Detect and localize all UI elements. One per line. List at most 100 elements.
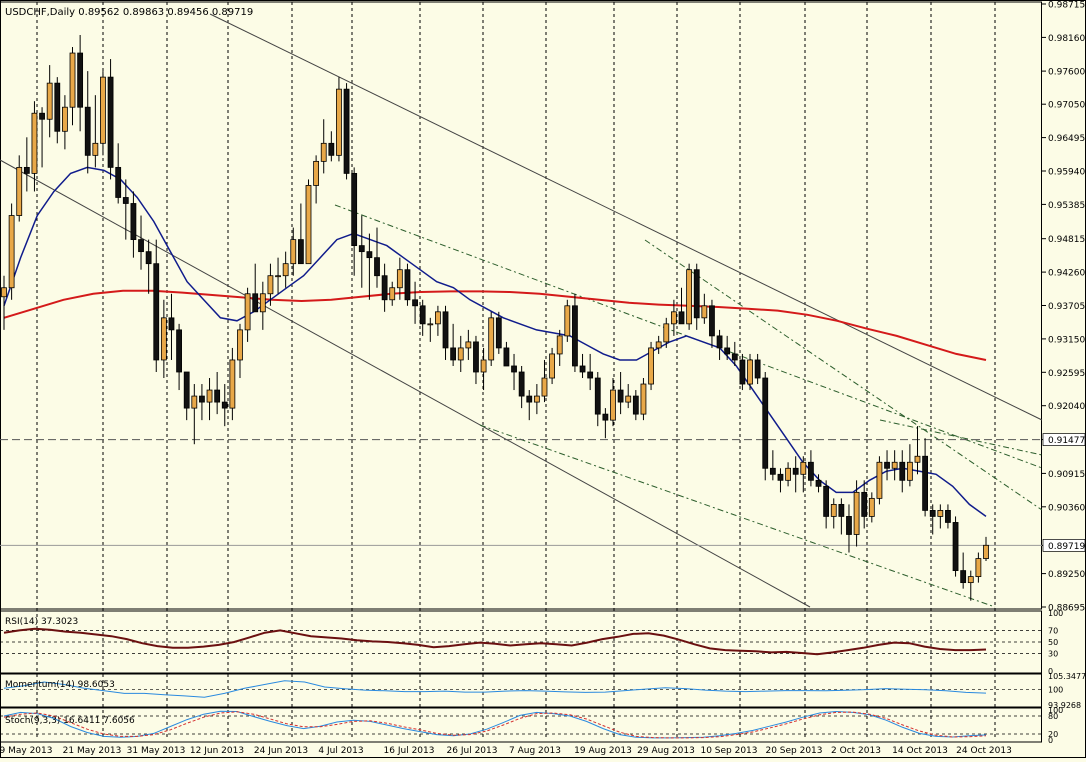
indicator-level-label: 80 [1048, 712, 1058, 721]
candle [960, 552, 967, 589]
candle-up [876, 461, 883, 499]
candle-up [800, 461, 807, 475]
candle [975, 552, 982, 583]
candle [381, 263, 388, 312]
candle-up [975, 558, 982, 578]
candle [625, 384, 632, 409]
candle [176, 323, 182, 391]
candle-up [556, 335, 563, 355]
candle-down [838, 503, 845, 517]
candle [290, 227, 297, 276]
candle [404, 263, 411, 306]
candle [107, 59, 114, 180]
candle-down [39, 112, 45, 120]
candle-down [922, 455, 929, 511]
candle-down [450, 347, 457, 361]
candle [533, 384, 540, 415]
candle [556, 329, 563, 366]
price-label: 0.89719 [1048, 542, 1085, 552]
candle-up [686, 269, 693, 325]
candle-up [313, 160, 320, 186]
channel-upper [209, 13, 1043, 421]
candle [435, 305, 441, 336]
candle [724, 335, 731, 360]
candle [8, 203, 15, 300]
candle-down [328, 142, 335, 156]
candle-down [473, 341, 479, 373]
candle [632, 390, 639, 421]
candle [267, 263, 274, 306]
candle [777, 468, 784, 493]
candle-down [107, 76, 114, 168]
candle-down [168, 317, 175, 331]
moving-averages [3, 166, 987, 518]
candle [282, 251, 289, 288]
candle-up [868, 497, 875, 517]
candle-down [929, 510, 936, 517]
candle-down [366, 251, 373, 259]
price-label: 0.93705 [1048, 302, 1085, 312]
price-label: 0.95940 [1048, 167, 1085, 177]
date-label: 24 Oct 2013 [956, 746, 1012, 756]
price-label: 0.90915 [1048, 470, 1085, 480]
candle-up [967, 576, 974, 584]
candle-down [861, 491, 868, 517]
price-label: 0.94815 [1048, 235, 1085, 245]
candle [587, 353, 594, 391]
candle [884, 450, 890, 481]
candle [168, 293, 175, 360]
candle-down [419, 305, 426, 325]
candle [100, 71, 106, 156]
candle [800, 456, 807, 493]
indicator-level-label: 50 [1048, 638, 1058, 647]
candle [495, 311, 502, 354]
candle-down [808, 461, 814, 481]
candle-down [130, 203, 137, 241]
candle [419, 299, 426, 336]
candle [670, 299, 677, 336]
price-label: 0.97050 [1048, 101, 1085, 111]
candle [214, 371, 221, 415]
candle [374, 227, 380, 288]
price-label: 0.89250 [1048, 570, 1085, 580]
candle-down [412, 299, 418, 307]
candle [686, 263, 693, 330]
candle-up [610, 389, 616, 421]
candle [389, 281, 396, 306]
candle-up [785, 467, 791, 481]
candle-down [754, 359, 761, 379]
candle [564, 299, 571, 342]
price-label: 0.94260 [1048, 269, 1085, 279]
candle-down [221, 401, 228, 409]
candle-down [122, 197, 129, 204]
candle [937, 504, 944, 529]
candle [929, 504, 936, 535]
candle-down [77, 52, 84, 108]
candle [145, 239, 152, 294]
candle [130, 191, 137, 258]
candle-down [632, 395, 639, 415]
rsi-line [3, 627, 987, 656]
candle [731, 341, 738, 366]
candle-down [495, 317, 502, 349]
indicator-level-label: 100 [1048, 686, 1063, 695]
candle-down [724, 347, 731, 355]
candle-down [823, 485, 830, 517]
candle-up [244, 293, 251, 331]
candle [221, 384, 228, 427]
candle-up [31, 112, 38, 174]
candle-up [480, 359, 487, 373]
candle-down [945, 510, 951, 523]
candle [678, 287, 685, 325]
candle-down [351, 173, 358, 247]
price-label: 0.93150 [1048, 335, 1085, 345]
candle-down [381, 275, 388, 301]
candle [259, 281, 266, 330]
candle-down [846, 516, 852, 535]
candle [808, 450, 814, 487]
candle [336, 77, 342, 162]
candle [480, 347, 487, 391]
candle-up [206, 389, 213, 403]
candle-up [275, 275, 281, 278]
candle-up [488, 317, 495, 361]
